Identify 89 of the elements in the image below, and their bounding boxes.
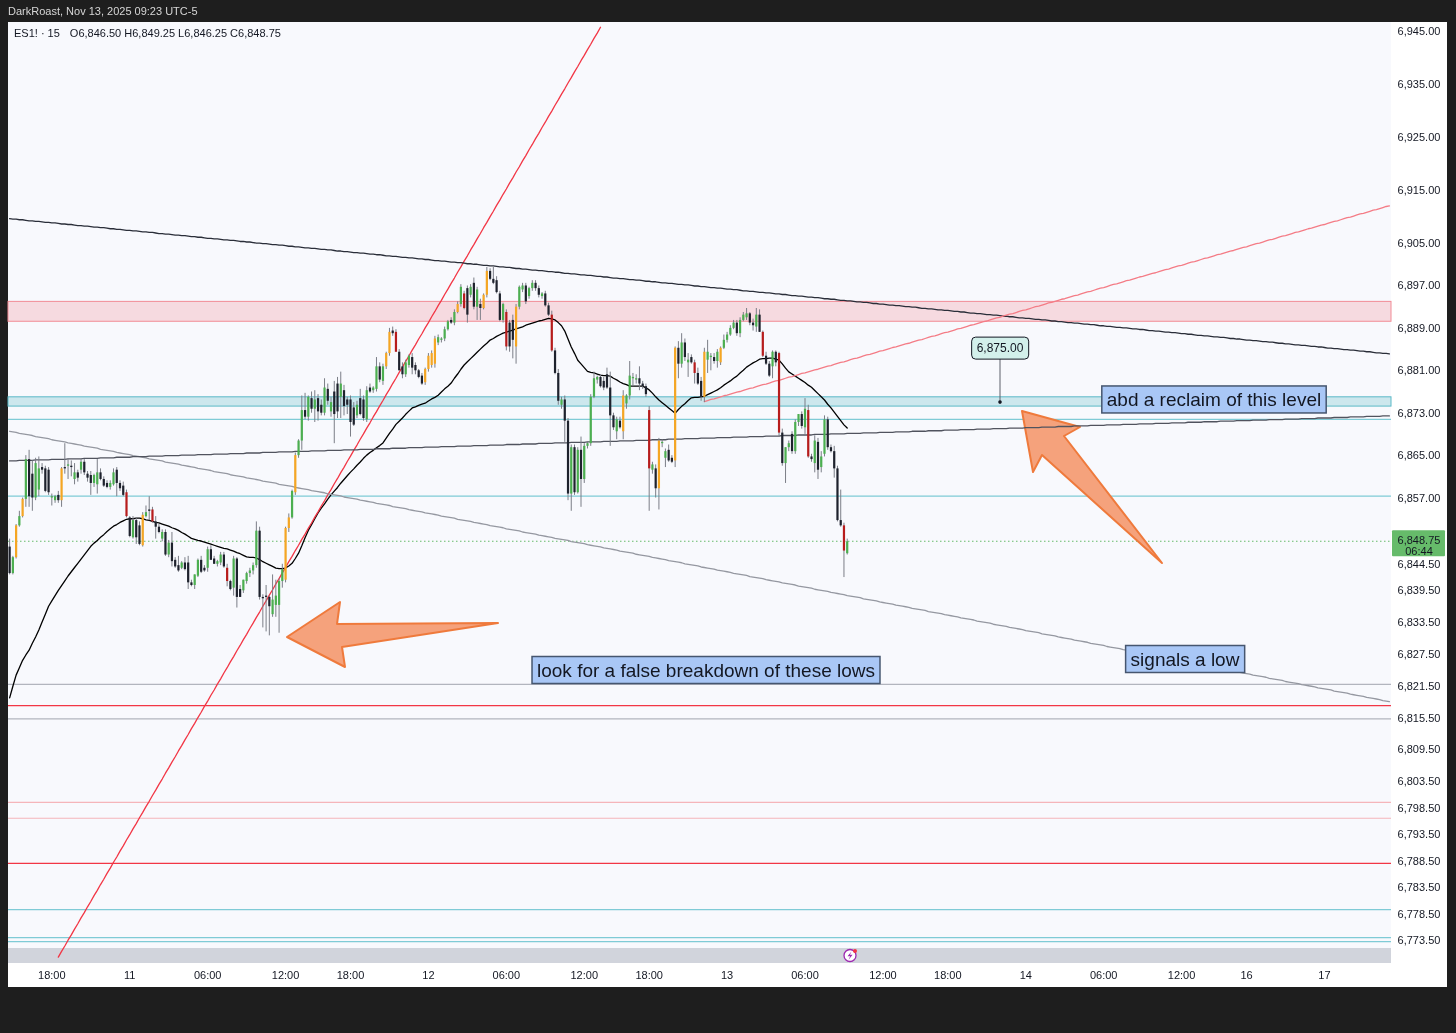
text: DarkRoast, Nov 13, 2025 09:23 UTC-5 (8, 5, 198, 17)
candlestick (73, 462, 76, 485)
candlestick (375, 356, 378, 393)
chart-subtitle: O6,846.50 H6,849.25 L6,846.25 C6,848.75 (69, 27, 281, 39)
line-series (8, 415, 1391, 462)
candlestick (66, 458, 70, 480)
y-tick-label: 6,803.50 (1397, 775, 1441, 788)
y-tick-label: 6,809.50 (1397, 743, 1441, 756)
y-tick-label: 6,857.00 (1397, 491, 1441, 504)
y-tick-label: 6,915.00 (1397, 184, 1441, 197)
x-tick-label: 12:00 (869, 969, 897, 981)
candlestick (206, 546, 209, 573)
candlestick (677, 340, 680, 379)
y-tick-label: 6,839.50 (1397, 584, 1441, 597)
candlestick (154, 515, 157, 540)
candlestick (359, 388, 362, 416)
candlestick (638, 365, 641, 391)
x-tick-label: 12:00 (271, 969, 300, 981)
x-tick-label: 14 (1019, 969, 1032, 981)
candlestick (303, 392, 307, 420)
candlestick (540, 291, 544, 300)
y-tick-label: 6,945.00 (1397, 25, 1441, 38)
candlestick (680, 332, 683, 369)
y-tick-label: 6,783.50 (1397, 881, 1441, 894)
x-tick-label: 11 (124, 969, 136, 981)
x-tick-label: 17 (1318, 969, 1331, 981)
y-tick-label: 6,821.50 (1397, 679, 1441, 692)
y-tick-label: 6,773.50 (1397, 934, 1441, 947)
x-tick-label: 18:00 (934, 969, 962, 981)
y-tick-label: 6,844.50 (1397, 557, 1441, 570)
candlestick (381, 363, 385, 386)
candlestick (755, 307, 758, 333)
y-tick-label: 6,889.00 (1397, 321, 1441, 334)
x-tick-label: 12:00 (570, 969, 599, 981)
candlestick (352, 401, 355, 427)
y-tick-label: 6,827.50 (1397, 647, 1441, 660)
annotation: look for a false breakdown of these lows (537, 659, 875, 681)
candlestick (664, 448, 667, 468)
candlestick (47, 466, 50, 496)
candlestick (164, 528, 167, 557)
line-series (8, 218, 1391, 355)
y-tick-label: 6,793.50 (1397, 828, 1441, 841)
x-tick-label: 06:00 (1089, 969, 1118, 981)
ref-line-label: 6,848.75 (1397, 534, 1441, 547)
text: 06:44 (1405, 544, 1433, 557)
chart-title: ES1! · 15 (14, 27, 60, 39)
candlestick (511, 314, 514, 359)
candlestick (654, 463, 657, 499)
y-tick-label: 6,833.50 (1397, 616, 1441, 629)
x-tick-label: 13 (720, 969, 734, 981)
x-tick-label: 06:00 (193, 969, 222, 981)
x-tick-label: 18:00 (336, 969, 365, 981)
candlestick (44, 465, 47, 493)
annotation: 6,875.00 (976, 341, 1024, 356)
y-tick-label: 6,865.00 (1397, 449, 1441, 462)
candlestick (378, 361, 381, 383)
x-tick-label: 06:00 (791, 969, 819, 981)
x-tick-label: 12 (422, 969, 435, 981)
candlestick (148, 495, 151, 521)
y-tick-label: 6,798.50 (1397, 801, 1441, 814)
y-tick-label: 6,905.00 (1397, 237, 1441, 250)
x-tick-label: 12:00 (1167, 969, 1196, 981)
candlestick (329, 396, 333, 418)
y-tick-label: 6,935.00 (1397, 78, 1441, 91)
y-tick-label: 6,873.00 (1397, 406, 1441, 419)
candlestick (349, 394, 352, 438)
candlestick (128, 515, 131, 538)
y-tick-label: 6,897.00 (1397, 279, 1441, 292)
x-tick-label: 18:00 (635, 969, 663, 981)
y-tick-label: 6,788.50 (1397, 854, 1441, 867)
candlestick (307, 394, 310, 422)
x-tick-label: 06:00 (492, 969, 521, 981)
annotation: signals a low (1130, 648, 1240, 670)
candlestick (716, 348, 719, 369)
y-tick-label: 6,925.00 (1397, 131, 1441, 144)
annotation: abd a reclaim of this level (1106, 388, 1322, 410)
candlestick (37, 455, 40, 497)
candlestick (771, 349, 774, 379)
candlestick (693, 359, 696, 385)
y-tick-label: 6,778.50 (1397, 907, 1441, 920)
candlestick (313, 389, 316, 423)
candlestick (138, 520, 141, 546)
y-tick-label: 6,881.00 (1397, 364, 1441, 377)
x-tick-label: 18:00 (38, 969, 66, 981)
y-tick-label: 6,815.50 (1397, 711, 1441, 724)
candlestick (501, 302, 505, 324)
candlestick (615, 416, 618, 440)
candlestick (274, 579, 277, 618)
x-tick-label: 16 (1240, 969, 1253, 981)
